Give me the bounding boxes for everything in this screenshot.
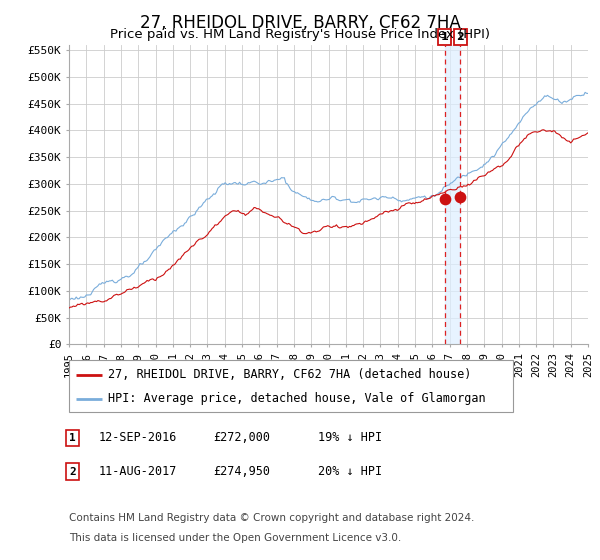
Text: 2: 2 bbox=[69, 466, 76, 477]
Text: 27, RHEIDOL DRIVE, BARRY, CF62 7HA (detached house): 27, RHEIDOL DRIVE, BARRY, CF62 7HA (deta… bbox=[108, 368, 472, 381]
Point bbox=[455, 193, 465, 202]
Text: 20% ↓ HPI: 20% ↓ HPI bbox=[318, 465, 382, 478]
Text: 19% ↓ HPI: 19% ↓ HPI bbox=[318, 431, 382, 445]
Text: HPI: Average price, detached house, Vale of Glamorgan: HPI: Average price, detached house, Vale… bbox=[108, 392, 485, 405]
Text: 11-AUG-2017: 11-AUG-2017 bbox=[99, 465, 178, 478]
Point bbox=[440, 194, 449, 203]
Text: 27, RHEIDOL DRIVE, BARRY, CF62 7HA: 27, RHEIDOL DRIVE, BARRY, CF62 7HA bbox=[140, 14, 460, 32]
Text: £272,000: £272,000 bbox=[213, 431, 270, 445]
Text: 1: 1 bbox=[69, 433, 76, 443]
Bar bbox=[445, 45, 460, 344]
Text: This data is licensed under the Open Government Licence v3.0.: This data is licensed under the Open Gov… bbox=[69, 533, 401, 543]
Text: 2: 2 bbox=[456, 32, 464, 42]
Text: Price paid vs. HM Land Registry's House Price Index (HPI): Price paid vs. HM Land Registry's House … bbox=[110, 28, 490, 41]
Text: 1: 1 bbox=[441, 32, 448, 42]
Text: Contains HM Land Registry data © Crown copyright and database right 2024.: Contains HM Land Registry data © Crown c… bbox=[69, 513, 475, 523]
Text: £274,950: £274,950 bbox=[213, 465, 270, 478]
Text: 12-SEP-2016: 12-SEP-2016 bbox=[99, 431, 178, 445]
